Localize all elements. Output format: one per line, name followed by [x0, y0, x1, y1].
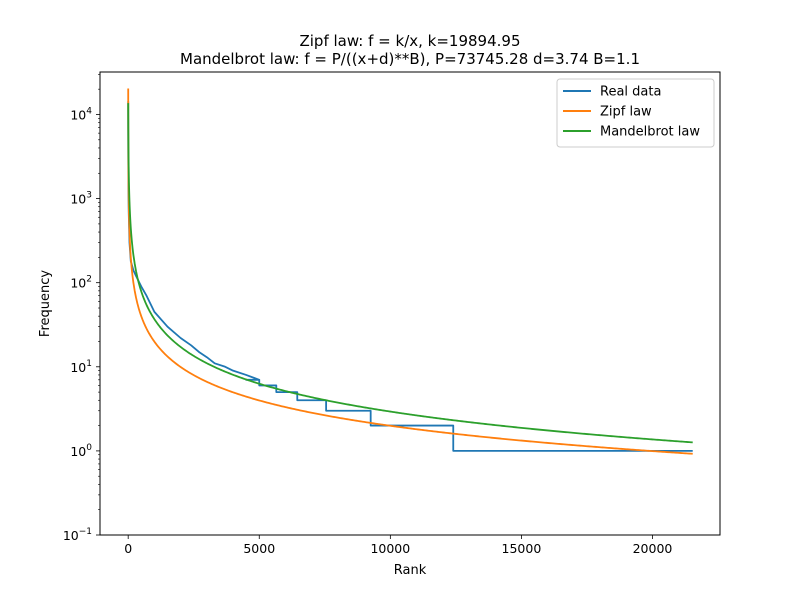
y-axis-ticks: 10−1 100 101 102 103 104	[63, 74, 100, 543]
legend-label-real-data: Real data	[600, 85, 661, 100]
chart-title-line-1: Zipf law: f = k/x, k=19894.95	[299, 32, 520, 50]
x-axis-ticks: 0 5000 10000 15000 20000	[124, 535, 672, 556]
y-tick-label: 103	[70, 191, 92, 207]
legend-label-mandelbrot-law: Mandelbrot law	[600, 125, 700, 140]
x-axis-label: Rank	[394, 563, 427, 578]
x-tick-label: 15000	[502, 541, 542, 556]
x-tick-label: 0	[124, 541, 132, 556]
plot-frame	[99, 71, 721, 536]
series-line-mandelbrot-law	[127, 103, 693, 444]
legend: Real data Zipf law Mandelbrot law	[556, 78, 715, 148]
y-tick-label: 102	[70, 275, 92, 291]
y-tick-label: 101	[70, 359, 92, 375]
y-tick-label: 10−1	[63, 527, 92, 543]
legend-box	[556, 78, 715, 148]
y-tick-label: 100	[70, 443, 92, 459]
legend-label-zipf-law: Zipf law	[600, 105, 652, 120]
chart-title-line-2: Mandelbrot law: f = P/((x+d)**B), P=7374…	[180, 50, 640, 68]
y-tick-label: 104	[70, 106, 92, 122]
series-line-zipf-law	[127, 88, 693, 455]
x-tick-label: 10000	[370, 541, 410, 556]
x-tick-label: 20000	[633, 541, 673, 556]
y-axis-label: Frequency	[38, 270, 53, 337]
series-layer	[127, 88, 693, 455]
x-tick-label: 5000	[243, 541, 275, 556]
